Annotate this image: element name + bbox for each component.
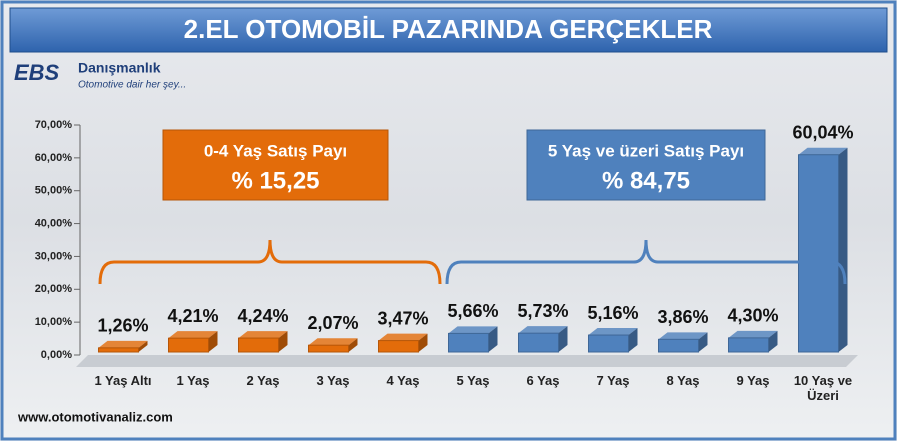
y-tick-label: 60,00% bbox=[35, 152, 73, 164]
annotation-value: % 15,25 bbox=[231, 167, 319, 194]
value-label: 1,26% bbox=[97, 316, 148, 336]
bar-top bbox=[378, 333, 428, 341]
slogan: Otomotive dair her şey... bbox=[78, 80, 186, 91]
title-bar bbox=[9, 7, 888, 53]
y-tick-label: 20,00% bbox=[35, 283, 73, 295]
bar bbox=[728, 337, 769, 353]
bar bbox=[588, 334, 629, 353]
bar bbox=[518, 332, 559, 353]
brace bbox=[445, 239, 847, 285]
chart-title: 2.EL OTOMOBİL PAZARINDA GERÇEKLER bbox=[184, 14, 713, 44]
x-tick-label: 10 Yaş ve Üzeri bbox=[793, 373, 853, 403]
annotation-value: % 84,75 bbox=[602, 167, 690, 194]
y-tick-label: 50,00% bbox=[35, 185, 73, 197]
value-label: 4,21% bbox=[167, 306, 218, 326]
bar-side bbox=[138, 340, 148, 352]
brand: Danışmanlık bbox=[78, 60, 161, 76]
x-tick-label: 4 Yaş bbox=[386, 373, 420, 388]
bar bbox=[308, 344, 349, 353]
bar bbox=[448, 332, 489, 353]
bar-top bbox=[98, 340, 148, 348]
bar-top bbox=[238, 331, 288, 339]
bar bbox=[658, 338, 699, 353]
bar bbox=[98, 347, 139, 353]
bar-side bbox=[208, 331, 218, 352]
bar bbox=[168, 337, 209, 353]
x-tick-label: 2 Yaş bbox=[246, 373, 280, 388]
bar-side bbox=[278, 331, 288, 352]
bar-top bbox=[728, 330, 778, 338]
x-tick-label: 1 Yaş Altı bbox=[94, 373, 152, 388]
value-label: 3,86% bbox=[657, 307, 708, 327]
value-label: 5,73% bbox=[517, 301, 568, 321]
annotation-title: 0-4 Yaş Satış Payı bbox=[204, 141, 347, 160]
value-label: 5,16% bbox=[587, 303, 638, 323]
value-label: 3,47% bbox=[377, 308, 428, 328]
value-label: 2,07% bbox=[307, 313, 358, 333]
annotation-title: 5 Yaş ve üzeri Satış Payı bbox=[548, 141, 744, 160]
x-tick-label: 5 Yaş bbox=[456, 373, 490, 388]
bar bbox=[378, 340, 419, 353]
bar-side bbox=[488, 326, 498, 352]
bar-side bbox=[418, 333, 428, 352]
y-tick-label: 40,00% bbox=[35, 217, 73, 229]
value-label: 4,30% bbox=[727, 306, 778, 326]
bar-side bbox=[558, 326, 568, 352]
bar-side bbox=[698, 332, 708, 352]
x-tick-label: 9 Yaş bbox=[736, 373, 770, 388]
annotation-box bbox=[162, 129, 389, 201]
y-tick-label: 30,00% bbox=[35, 250, 73, 262]
x-tick-label: 7 Yaş bbox=[596, 373, 630, 388]
bar-top bbox=[168, 331, 218, 339]
logo: EBS bbox=[14, 60, 60, 85]
bar-top bbox=[308, 338, 358, 346]
bar-side bbox=[838, 147, 848, 352]
bar-side bbox=[768, 330, 778, 352]
bar-top bbox=[588, 328, 638, 336]
y-tick-label: 70,00% bbox=[35, 119, 73, 131]
bar-top bbox=[518, 326, 568, 334]
value-label: 5,66% bbox=[447, 301, 498, 321]
x-tick-label: 3 Yaş bbox=[316, 373, 350, 388]
x-tick-label: 1 Yaş bbox=[176, 373, 210, 388]
bar-top bbox=[798, 147, 848, 155]
bar bbox=[798, 154, 839, 353]
value-label: 4,24% bbox=[237, 306, 288, 326]
floor bbox=[76, 355, 858, 367]
brace bbox=[98, 239, 442, 285]
x-tick-label: 8 Yaş bbox=[666, 373, 700, 388]
bar-side bbox=[348, 338, 358, 352]
bar-side bbox=[628, 328, 638, 352]
footer-url: www.otomotivanaliz.com bbox=[17, 409, 173, 424]
bar-top bbox=[658, 332, 708, 340]
annotation-box bbox=[526, 129, 766, 201]
value-label: 60,04% bbox=[792, 122, 853, 142]
bar bbox=[238, 337, 279, 353]
y-tick-label: 0,00% bbox=[41, 349, 72, 361]
x-tick-label: 6 Yaş bbox=[526, 373, 560, 388]
bar-top bbox=[448, 326, 498, 334]
y-tick-label: 10,00% bbox=[35, 316, 73, 328]
